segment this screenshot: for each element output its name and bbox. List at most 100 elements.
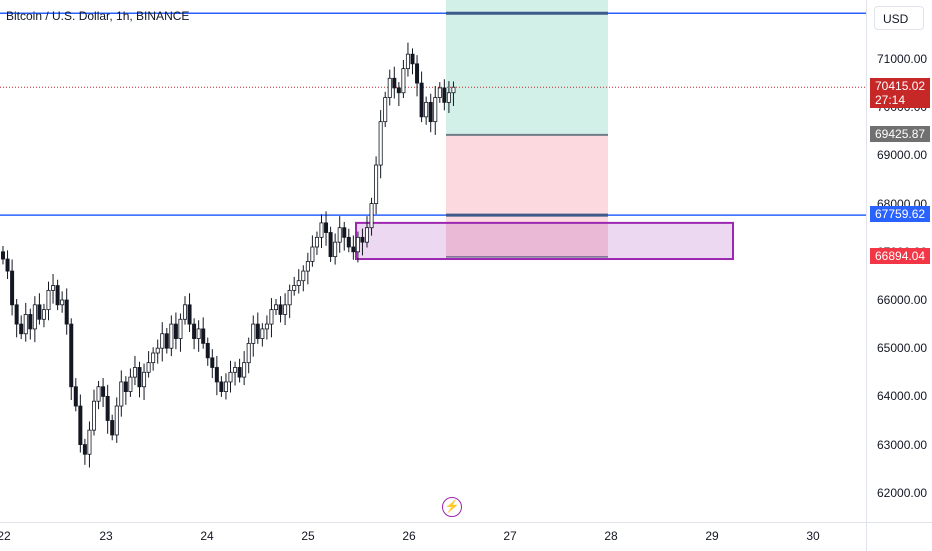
candle-body xyxy=(119,381,124,407)
candle-body xyxy=(96,386,101,402)
candle-body xyxy=(328,232,333,258)
candle-body xyxy=(342,227,347,238)
price-axis[interactable]: 71000.0070000.0069000.0068000.0067000.00… xyxy=(866,0,932,522)
candle-body xyxy=(392,77,397,89)
candle-body xyxy=(192,323,197,339)
price-tick: 66000.00 xyxy=(877,293,928,307)
candle-body xyxy=(437,87,442,98)
currency-button[interactable]: USD xyxy=(874,6,924,30)
candle-body xyxy=(364,227,369,243)
candle-body xyxy=(0,251,6,260)
candle-body xyxy=(442,87,447,103)
candle-body xyxy=(251,323,256,344)
candle-body xyxy=(333,241,338,258)
time-tick: 29 xyxy=(705,529,719,543)
candle-body xyxy=(201,328,206,344)
candle-body xyxy=(369,203,374,229)
price-tick: 62000.00 xyxy=(877,485,928,500)
time-tick: 27 xyxy=(503,529,517,543)
candle-body xyxy=(10,270,15,306)
candle-body xyxy=(446,92,451,103)
candle-body xyxy=(255,323,260,339)
candle-body xyxy=(310,246,315,262)
candle-body xyxy=(23,314,28,335)
candle-body xyxy=(246,342,251,364)
candle-body xyxy=(51,285,56,291)
candle-body xyxy=(55,285,60,306)
candle-body xyxy=(351,246,356,253)
time-tick: 30 xyxy=(806,529,820,543)
candle-body xyxy=(305,261,310,272)
candle-body xyxy=(424,101,429,118)
time-tick: 23 xyxy=(99,529,113,543)
candle-body xyxy=(73,386,78,407)
candle-body xyxy=(283,304,288,315)
price-tick: 64000.00 xyxy=(877,389,928,404)
candle-body xyxy=(296,280,301,286)
candle-body xyxy=(260,328,265,339)
time-tick: 22 xyxy=(0,529,11,543)
candle-body xyxy=(142,371,147,388)
candle-body xyxy=(160,333,165,349)
candle-body xyxy=(396,87,401,94)
candle-body xyxy=(19,323,24,335)
candle-body xyxy=(223,381,228,392)
candle-body xyxy=(374,164,379,204)
candle-body xyxy=(110,420,115,436)
candle-body xyxy=(5,258,10,272)
candle-body xyxy=(228,371,233,383)
candle-body xyxy=(114,405,119,436)
candle-body xyxy=(78,405,83,446)
candle-body xyxy=(155,347,160,354)
candle-body xyxy=(278,304,283,315)
price-tick: 71000.00 xyxy=(877,52,928,66)
price-tick: 65000.00 xyxy=(877,341,928,356)
candle-body xyxy=(273,304,278,311)
candle-body xyxy=(383,97,388,123)
time-tick: 26 xyxy=(402,529,416,543)
candle-body xyxy=(169,323,174,349)
candle-body xyxy=(269,309,274,325)
candlestick-chart[interactable] xyxy=(0,0,866,522)
candle-body xyxy=(151,352,156,364)
target-price-label: 69425.87 xyxy=(870,125,930,142)
zone-price-label: 66894.04 xyxy=(870,247,930,264)
candle-body xyxy=(146,362,151,373)
candle-body xyxy=(415,63,420,84)
candle-body xyxy=(314,236,319,248)
candle-body xyxy=(137,367,142,388)
demand-zone-rect xyxy=(355,221,734,261)
candle-body xyxy=(132,367,137,378)
candle-body xyxy=(419,82,424,118)
candle-body xyxy=(105,395,110,421)
candle-body xyxy=(360,236,365,243)
candle-body xyxy=(337,227,342,243)
candle-body xyxy=(178,318,183,339)
lightning-icon[interactable]: ⚡ xyxy=(442,497,462,517)
candle-body xyxy=(301,270,306,282)
candle-body xyxy=(324,222,329,233)
candle-body xyxy=(233,367,238,373)
candle-body xyxy=(287,289,292,306)
candle-body xyxy=(292,285,297,291)
candle-body xyxy=(210,357,215,368)
candle-body xyxy=(128,376,133,392)
time-axis[interactable]: 22 23 24 25 26 27 28 29 30 xyxy=(0,522,866,551)
time-tick: 24 xyxy=(200,529,214,543)
candle-body xyxy=(451,86,456,94)
chart-area[interactable]: Bitcoin / U.S. Dollar, 1h, BINANCE ⚡ xyxy=(0,0,866,522)
candle-body xyxy=(187,304,192,325)
candle-body xyxy=(378,121,383,166)
candle-body xyxy=(401,68,406,94)
candle-body xyxy=(319,222,324,238)
candle-body xyxy=(92,400,97,431)
symbol-title: Bitcoin / U.S. Dollar, 1h, BINANCE xyxy=(6,9,190,23)
candle-body xyxy=(219,381,224,392)
candle-body xyxy=(182,304,187,320)
stop-zone xyxy=(446,134,608,257)
time-tick: 28 xyxy=(604,529,618,543)
candle-body xyxy=(428,101,433,123)
entry-price-label: 67759.62 xyxy=(870,206,930,223)
price-tick: 63000.00 xyxy=(877,437,928,452)
candle-body xyxy=(69,323,74,388)
